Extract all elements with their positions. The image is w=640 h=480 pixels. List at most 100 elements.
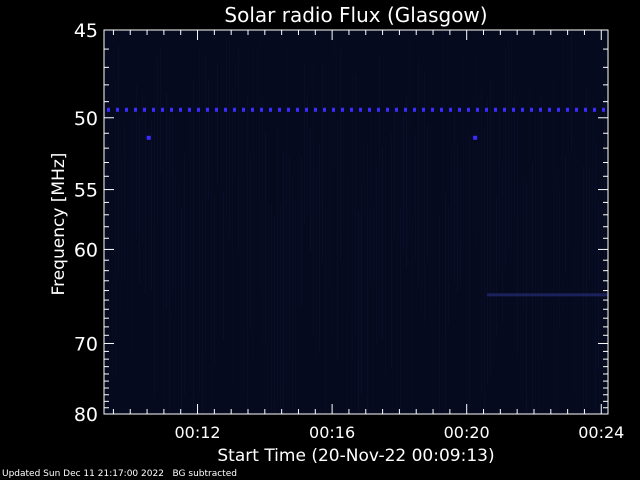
signal-marks <box>107 107 608 297</box>
texture-column <box>373 206 374 414</box>
texture-column <box>301 156 302 308</box>
texture-column <box>553 76 554 410</box>
interference-dot <box>341 107 344 112</box>
texture-column <box>532 162 533 414</box>
texture-column <box>433 148 434 288</box>
texture-column <box>454 101 455 286</box>
texture-column <box>499 110 500 278</box>
texture-column <box>289 155 290 361</box>
texture-column <box>478 93 479 232</box>
texture-column <box>319 145 320 352</box>
texture-column <box>595 141 596 414</box>
texture-column <box>163 160 164 414</box>
texture-column <box>487 98 488 385</box>
texture-column <box>526 183 527 414</box>
plot-area <box>104 30 608 414</box>
interference-dot <box>314 107 317 112</box>
texture-column <box>253 44 254 364</box>
texture-column <box>112 198 113 414</box>
interference-dot <box>404 107 407 112</box>
texture-column <box>193 81 194 415</box>
texture-column <box>292 180 293 412</box>
texture-column <box>232 86 233 385</box>
texture-column <box>451 148 452 278</box>
texture-column <box>220 34 221 273</box>
interference-dot <box>566 107 569 112</box>
y-tick-label: 50 <box>74 108 98 130</box>
texture-column <box>283 151 284 414</box>
texture-column <box>421 76 422 313</box>
interference-dot <box>251 107 254 112</box>
texture-column <box>364 70 365 217</box>
texture-column <box>517 115 518 357</box>
texture-column <box>295 199 296 414</box>
texture-column <box>211 165 212 414</box>
texture-column <box>202 197 203 414</box>
texture-column <box>325 201 326 414</box>
texture-column <box>484 129 485 414</box>
texture-column <box>493 148 494 363</box>
texture-column <box>148 207 149 379</box>
interference-dot <box>125 107 128 112</box>
interference-dot <box>359 107 362 112</box>
texture-column <box>574 138 575 395</box>
texture-column <box>382 146 383 340</box>
texture-column <box>157 56 158 223</box>
interference-dot <box>116 107 119 112</box>
texture-column <box>241 121 242 333</box>
texture-column <box>385 136 386 383</box>
interference-dot <box>431 107 434 112</box>
texture-column <box>124 123 125 280</box>
texture-column <box>586 88 587 407</box>
interference-dot <box>584 107 587 112</box>
interference-dot <box>539 107 542 112</box>
interference-dot <box>449 107 452 112</box>
interference-dot <box>557 107 560 112</box>
interference-dot <box>269 107 272 112</box>
y-tick-label: 55 <box>74 180 98 202</box>
signal-spot <box>473 135 478 140</box>
texture-column <box>601 159 602 343</box>
x-axis-label: Start Time (20-Nov-22 00:09:13) <box>217 446 494 466</box>
texture-column <box>514 91 515 214</box>
texture-column <box>424 71 425 322</box>
texture-column <box>169 114 170 415</box>
y-axis: 45 50 55 60 70 80 <box>74 20 608 426</box>
texture-column <box>538 182 539 414</box>
texture-column <box>358 212 359 414</box>
texture-column <box>259 35 260 290</box>
y-tick-label: 45 <box>74 20 98 42</box>
chart-title: Solar radio Flux (Glasgow) <box>224 3 487 27</box>
texture-column <box>535 103 536 402</box>
texture-column <box>370 97 371 287</box>
texture-column <box>472 97 473 232</box>
interference-dot <box>152 107 155 112</box>
interference-dot <box>386 107 389 112</box>
texture-column <box>547 129 548 300</box>
interference-dot <box>521 107 524 112</box>
texture-column <box>541 96 542 357</box>
x-tick-label: 00:24 <box>578 423 624 442</box>
texture-column <box>277 125 278 403</box>
interference-dot <box>323 107 326 112</box>
texture-column <box>313 65 314 333</box>
texture-column <box>559 191 560 329</box>
texture-column <box>481 89 482 394</box>
interference-dot <box>530 107 533 112</box>
texture-column <box>508 42 509 250</box>
texture-column <box>604 95 605 301</box>
texture-column <box>544 115 545 319</box>
texture-column <box>256 43 257 202</box>
interference-dot <box>242 107 245 112</box>
faint-band <box>486 293 608 297</box>
x-tick-label: 00:12 <box>174 423 220 442</box>
texture-column <box>448 205 449 326</box>
texture-column <box>316 172 317 358</box>
interference-dot <box>458 107 461 112</box>
texture-column <box>520 180 521 395</box>
texture-column <box>409 39 410 237</box>
texture-column <box>463 53 464 244</box>
texture-column <box>592 92 593 325</box>
texture-column <box>229 42 230 240</box>
